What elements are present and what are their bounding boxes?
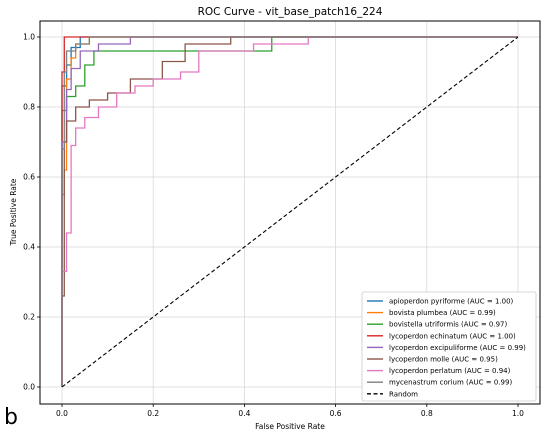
y-tick-label: 0.4 xyxy=(23,243,35,252)
y-tick-label: 0.2 xyxy=(23,313,35,322)
legend-entry: bovistella utriformis (AUC = 0.97) xyxy=(389,321,507,329)
x-tick-label: 1.0 xyxy=(512,409,524,418)
y-tick-label: 0.0 xyxy=(23,383,35,392)
series-line xyxy=(61,36,518,387)
x-tick-label: 0.2 xyxy=(147,409,159,418)
x-tick-label: 0.4 xyxy=(238,409,250,418)
y-tick-label: 0.8 xyxy=(23,103,35,112)
series-line xyxy=(61,36,519,388)
y-tick-label: 1.0 xyxy=(23,33,35,42)
legend-entry: Random xyxy=(389,390,418,398)
plot-frame xyxy=(39,20,541,405)
legend-entry: lycoperdon excipuliforme (AUC = 0.99) xyxy=(389,344,526,352)
legend-entry: mycenastrum corium (AUC = 0.99) xyxy=(389,379,512,387)
y-tick-label: 0.6 xyxy=(23,173,35,182)
plot-series xyxy=(61,36,519,388)
x-tick-label: 0.8 xyxy=(421,409,433,418)
legend: apioperdon pyriforme (AUC = 1.00) bovista… xyxy=(361,291,537,402)
legend-entry: lycoperdon perlatum (AUC = 0.94) xyxy=(389,367,511,375)
legend-box xyxy=(361,291,537,402)
series-line xyxy=(61,36,518,387)
series-line xyxy=(61,36,518,387)
legend-entry: lycoperdon echinatum (AUC = 1.00) xyxy=(389,332,516,340)
legend-entry: bovista plumbea (AUC = 0.99) xyxy=(389,309,496,317)
axis-ticks: 0.0 0.2 0.4 0.6 0.8 1.0 0.0 0.2 0.4 0.6 0.8 1.0 xyxy=(23,33,524,418)
legend-entry: apioperdon pyriforme (AUC = 1.00) xyxy=(389,298,514,306)
panel-label: b xyxy=(4,405,18,430)
x-axis-label: False Positive Rate xyxy=(255,422,325,431)
legend-entry: lycoperdon molle (AUC = 0.95) xyxy=(389,356,498,364)
chart-title: ROC Curve - vit_base_patch16_224 xyxy=(198,6,383,18)
y-axis-label: True Positive Rate xyxy=(9,178,18,246)
x-tick-label: 0.6 xyxy=(330,409,342,418)
x-tick-label: 0.0 xyxy=(56,409,68,418)
